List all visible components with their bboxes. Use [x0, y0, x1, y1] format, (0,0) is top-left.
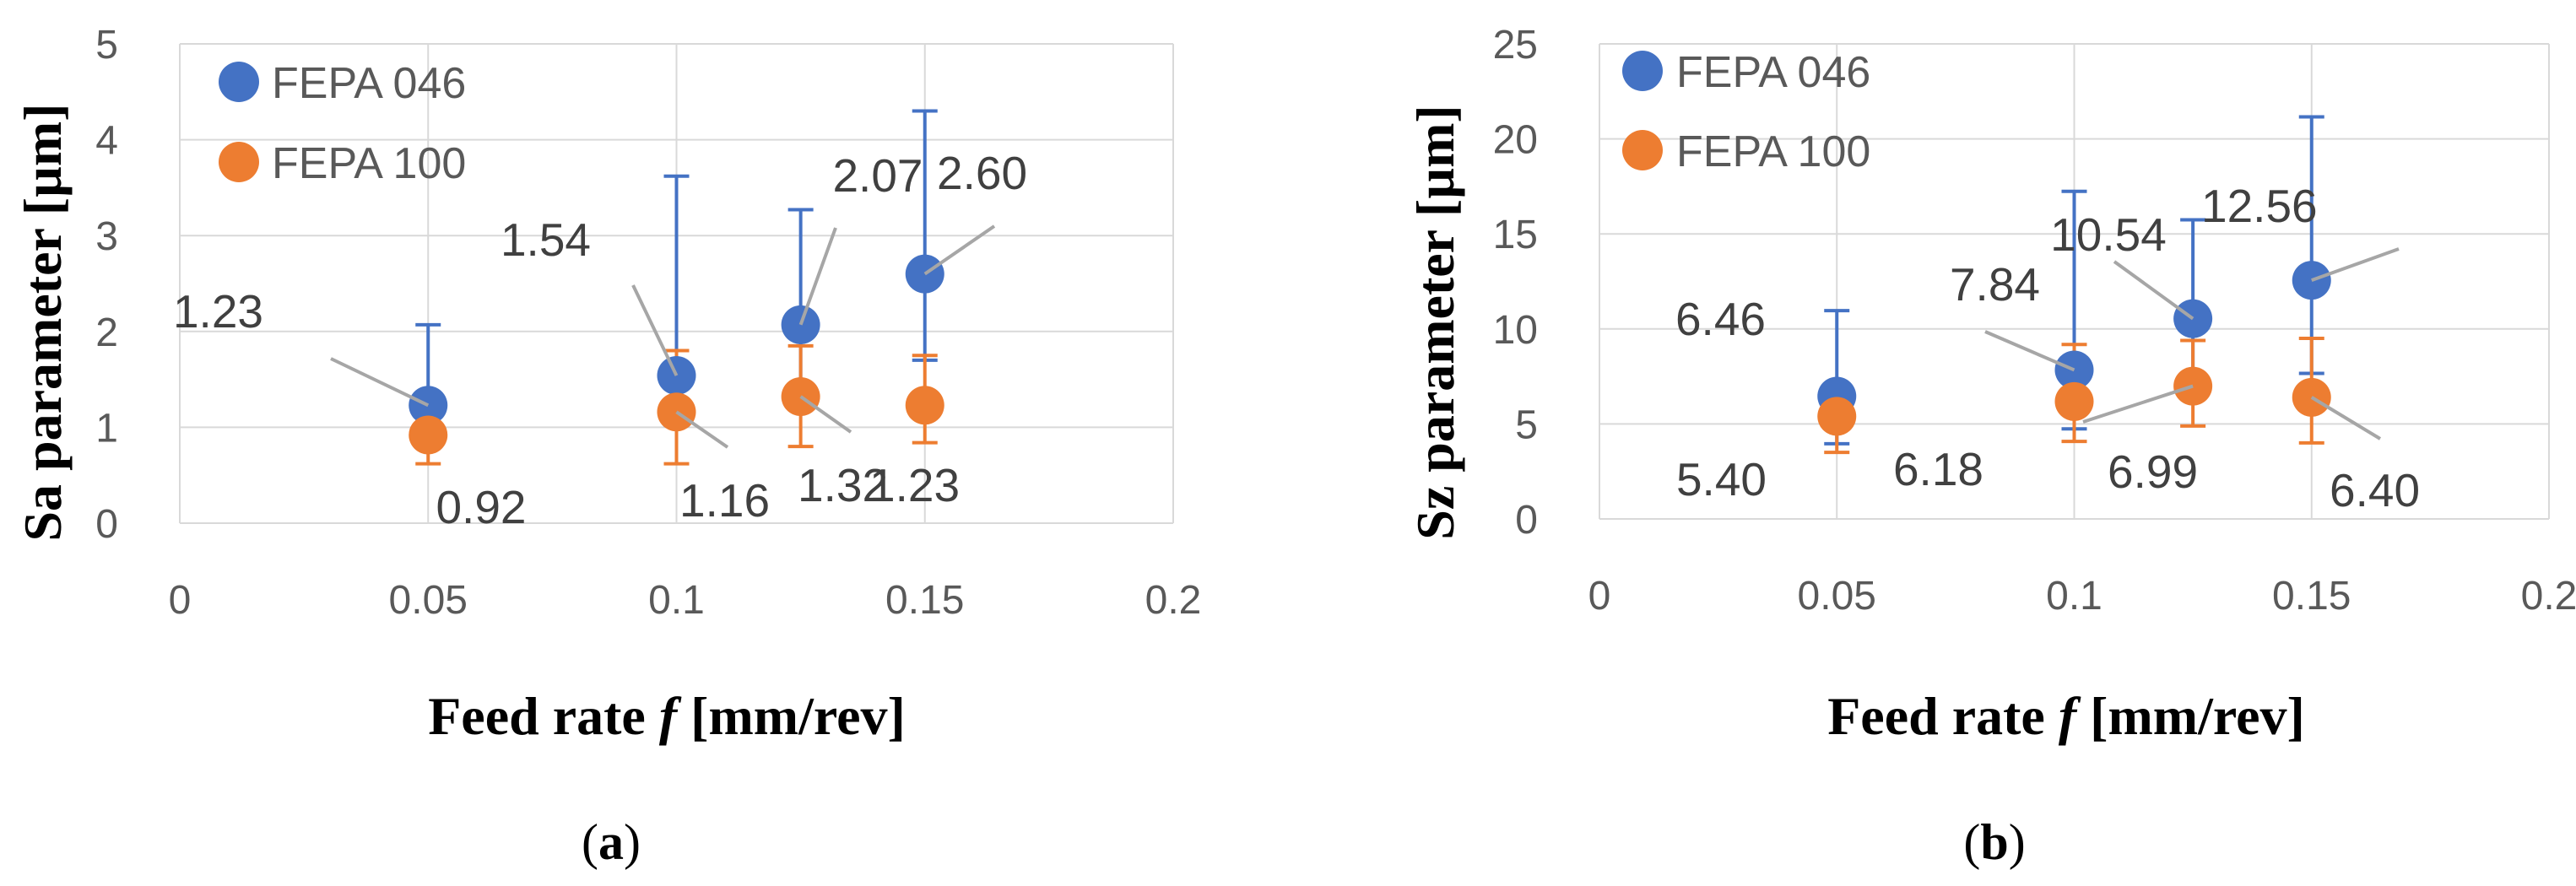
y-tick-label-a: 4	[95, 119, 118, 164]
legend-b: FEPA 046 FEPA 100	[1622, 48, 1870, 176]
x-tick-label-a: 0.05	[389, 578, 468, 623]
tick-labels-a: 0 1 2 3 4 5 0 0.05 0.1 0.15 0.2	[95, 23, 1201, 623]
legend-marker-fepa-046-a	[219, 62, 259, 102]
y-tick-label-b: 20	[1493, 118, 1538, 163]
x-tick-label-b: 0.1	[2046, 574, 2102, 619]
legend-marker-fepa-046-b	[1622, 51, 1663, 91]
panel-label-b: (b)	[1963, 814, 2025, 870]
y-axis-title-b: Sz parameter [µm]	[1405, 105, 1465, 540]
tick-labels-b: 0 5 10 15 20 25 0 0.05 0.1 0.15 0.2	[1493, 23, 2576, 619]
data-label-a: 1.23	[869, 459, 960, 511]
leader-line-a	[675, 410, 729, 449]
data-point-a	[905, 386, 944, 425]
x-tick-label-a: 0.15	[885, 578, 964, 623]
y-tick-label-a: 2	[95, 311, 118, 355]
leader-line-b	[1984, 330, 2075, 372]
x-tick-label-b: 0.2	[2521, 574, 2576, 619]
data-label-b: 6.46	[1675, 293, 1766, 345]
y-tick-label-b: 0	[1515, 498, 1538, 543]
data-label-a: 0.92	[436, 481, 526, 533]
data-point-b	[2054, 381, 2094, 421]
data-label-a: 1.16	[679, 474, 770, 527]
y-tick-label-b: 25	[1493, 23, 1538, 68]
leader-line-a	[631, 284, 679, 376]
x-tick-label-b: 0	[1588, 574, 1611, 619]
data-label-a: 1.54	[501, 213, 591, 266]
x-tick-label-a: 0	[169, 578, 192, 623]
data-label-b: 6.18	[1893, 443, 1983, 495]
data-label-a: 2.60	[937, 147, 1027, 199]
y-tick-label-a: 3	[95, 214, 118, 259]
y-tick-label-a: 0	[95, 502, 118, 547]
legend-label-fepa-100-a: FEPA 100	[272, 139, 466, 188]
data-label-b: 6.40	[2330, 464, 2420, 516]
x-axis-title-b: Feed rate f [mm/rev]	[1827, 686, 2305, 746]
legend-marker-fepa-100-a	[219, 142, 259, 182]
data-label-b: 5.40	[1676, 453, 1767, 505]
y-tick-label-b: 15	[1493, 213, 1538, 257]
data-label-a: 1.23	[173, 285, 263, 338]
x-tick-label-b: 0.05	[1798, 574, 1876, 619]
legend-label-fepa-046-a: FEPA 046	[272, 59, 466, 108]
data-label-b: 7.84	[1950, 258, 2040, 311]
data-label-b: 6.99	[2108, 446, 2198, 498]
legend-label-fepa-100-b: FEPA 100	[1676, 127, 1870, 176]
leader-line-b	[2082, 384, 2194, 424]
leader-line-a	[799, 395, 852, 434]
leader-line-a	[923, 224, 996, 276]
data-point-b	[1817, 397, 1857, 436]
panel-label-a: (a)	[582, 814, 641, 870]
leader-line-a	[798, 227, 837, 326]
data-label-b: 12.56	[2201, 180, 2318, 232]
data-label-b: 10.54	[2050, 208, 2167, 261]
x-tick-label-a: 0.2	[1145, 578, 1202, 623]
y-tick-label-b: 10	[1493, 308, 1538, 353]
chart-panel-a: 0 1 2 3 4 5 0 0.05 0.1 0.15 0.2 1.23 1.54 2.07 2.60 0.…	[13, 23, 1201, 870]
x-axis-title-a: Feed rate f [mm/rev]	[428, 686, 906, 746]
x-tick-label-b: 0.15	[2272, 574, 2351, 619]
leader-line-a	[330, 357, 430, 408]
y-tick-label-a: 1	[95, 406, 118, 451]
data-marks-a: 1.231.542.07 2.600.92 1.16 1.321.23	[173, 109, 1027, 533]
data-point-a	[409, 415, 448, 455]
leader-line-b	[2311, 247, 2400, 283]
legend-a: FEPA 046 FEPA 100	[219, 59, 466, 188]
y-tick-label-a: 5	[95, 23, 118, 68]
data-label-a: 2.07	[832, 149, 923, 202]
y-axis-title-a: Sa parameter [µm]	[13, 103, 73, 541]
leader-line-b	[2310, 396, 2382, 440]
legend-label-fepa-046-b: FEPA 046	[1676, 48, 1870, 97]
legend-marker-fepa-100-b	[1622, 130, 1663, 170]
leader-line-b	[2113, 260, 2194, 321]
error-bar-b	[2298, 115, 2324, 375]
y-tick-label-b: 5	[1515, 402, 1538, 447]
data-label-a: 1.32	[798, 459, 888, 511]
x-tick-label-a: 0.1	[648, 578, 705, 623]
